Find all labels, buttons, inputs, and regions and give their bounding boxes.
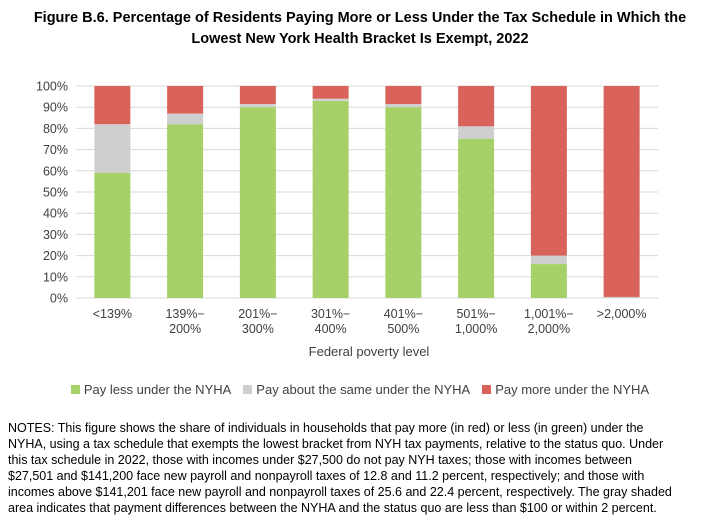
bar-segment-pay-more	[530, 86, 567, 256]
legend-item-pay-same: Pay about the same under the NYHA	[243, 382, 470, 397]
notes-line: NOTES: This figure shows the share of in…	[8, 421, 644, 435]
legend-swatch-pay-less	[70, 385, 80, 394]
y-tick-label: 90%	[43, 101, 68, 115]
bar-segment-pay-same	[239, 104, 276, 108]
x-tick-label: 2,000%	[528, 322, 570, 336]
bar-segment-pay-more	[385, 86, 422, 105]
notes-line: this tax schedule in 2022, those with in…	[8, 453, 632, 467]
bar-segment-pay-same	[458, 126, 495, 139]
chart-title-line-2: Lowest New York Health Bracket Is Exempt…	[191, 31, 529, 47]
x-tick-label: 200%	[169, 322, 201, 336]
x-tick-label: 1,000%	[455, 322, 497, 336]
bar-segment-pay-more	[167, 86, 204, 114]
x-tick-label: 501%−	[456, 307, 495, 321]
y-tick-label: 40%	[43, 207, 68, 221]
y-tick-label: 10%	[43, 270, 68, 284]
bar-segment-pay-same	[167, 113, 204, 125]
x-tick-label: 139%−	[165, 307, 204, 321]
legend-label-pay-less: Pay less under the NYHA	[83, 382, 232, 397]
bar-segment-pay-same	[312, 98, 349, 101]
bar-segment-pay-more	[458, 86, 495, 127]
bar-segment-pay-less	[458, 139, 495, 298]
x-tick-label: 401%−	[384, 307, 423, 321]
x-axis-title: Federal poverty level	[309, 344, 430, 359]
x-tick-label: 201%−	[238, 307, 277, 321]
bar-segment-pay-same	[603, 296, 640, 298]
legend-swatch-pay-more	[482, 385, 492, 394]
bar-segment-pay-less	[385, 107, 422, 298]
x-tick-label: 400%	[315, 322, 347, 336]
y-tick-label: 70%	[43, 143, 68, 157]
x-tick-label: 300%	[242, 322, 274, 336]
x-tick-label: >2,000%	[597, 307, 647, 321]
legend-swatch-pay-same	[243, 385, 253, 394]
x-tick-label: 500%	[387, 322, 419, 336]
notes-line: $27,501 and $141,200 face new payroll an…	[8, 469, 645, 483]
y-tick-label: 30%	[43, 228, 68, 242]
chart-title-line-1: Figure B.6. Percentage of Residents Payi…	[33, 10, 687, 26]
bar-segment-pay-same	[94, 124, 131, 173]
bar-segment-pay-less	[312, 100, 349, 298]
x-tick-label: 301%−	[311, 307, 350, 321]
legend-label-pay-more: Pay more under the NYHA	[495, 382, 650, 397]
bar-segment-pay-more	[94, 86, 131, 125]
chart-legend: Pay less under the NYHA Pay about the sa…	[0, 382, 720, 397]
bar-segment-pay-more	[239, 86, 276, 105]
x-tick-label: 1,001%−	[524, 307, 574, 321]
y-tick-label: 80%	[43, 122, 68, 136]
legend-label-pay-same: Pay about the same under the NYHA	[256, 382, 471, 397]
bar-segment-pay-less	[167, 124, 204, 298]
y-tick-label: 50%	[43, 186, 68, 200]
y-tick-label: 100%	[36, 80, 68, 94]
y-tick-label: 20%	[43, 249, 68, 263]
bar-segment-pay-same	[385, 104, 422, 108]
stacked-bar-chart: 0% 10% 20% 30% 40% 50% 60% 70% 80% 90% 100% <139% 13…	[36, 80, 658, 359]
x-tick-label: <139%	[93, 307, 132, 321]
y-tick-label: 0%	[50, 292, 68, 306]
y-tick-label: 60%	[43, 164, 68, 178]
bar-segment-pay-more	[603, 86, 640, 297]
chart-title: Figure B.6. Percentage of Residents Payi…	[0, 8, 720, 50]
legend-item-pay-more: Pay more under the NYHA	[482, 382, 649, 397]
legend-item-pay-less: Pay less under the NYHA	[70, 382, 232, 397]
bar-segment-pay-same	[530, 255, 567, 265]
notes-line: incomes above $141,201 face new payroll …	[8, 485, 672, 499]
notes-line: area indicates that payment differences …	[8, 501, 657, 515]
notes-line: NYHA, using a tax schedule that exempts …	[8, 437, 664, 451]
bar-segment-pay-more	[312, 86, 349, 99]
bar-segment-pay-less	[94, 172, 131, 298]
bar-segment-pay-less	[239, 107, 276, 298]
chart-notes: NOTES: This figure shows the share of in…	[8, 420, 716, 516]
bar-segment-pay-less	[530, 264, 567, 298]
